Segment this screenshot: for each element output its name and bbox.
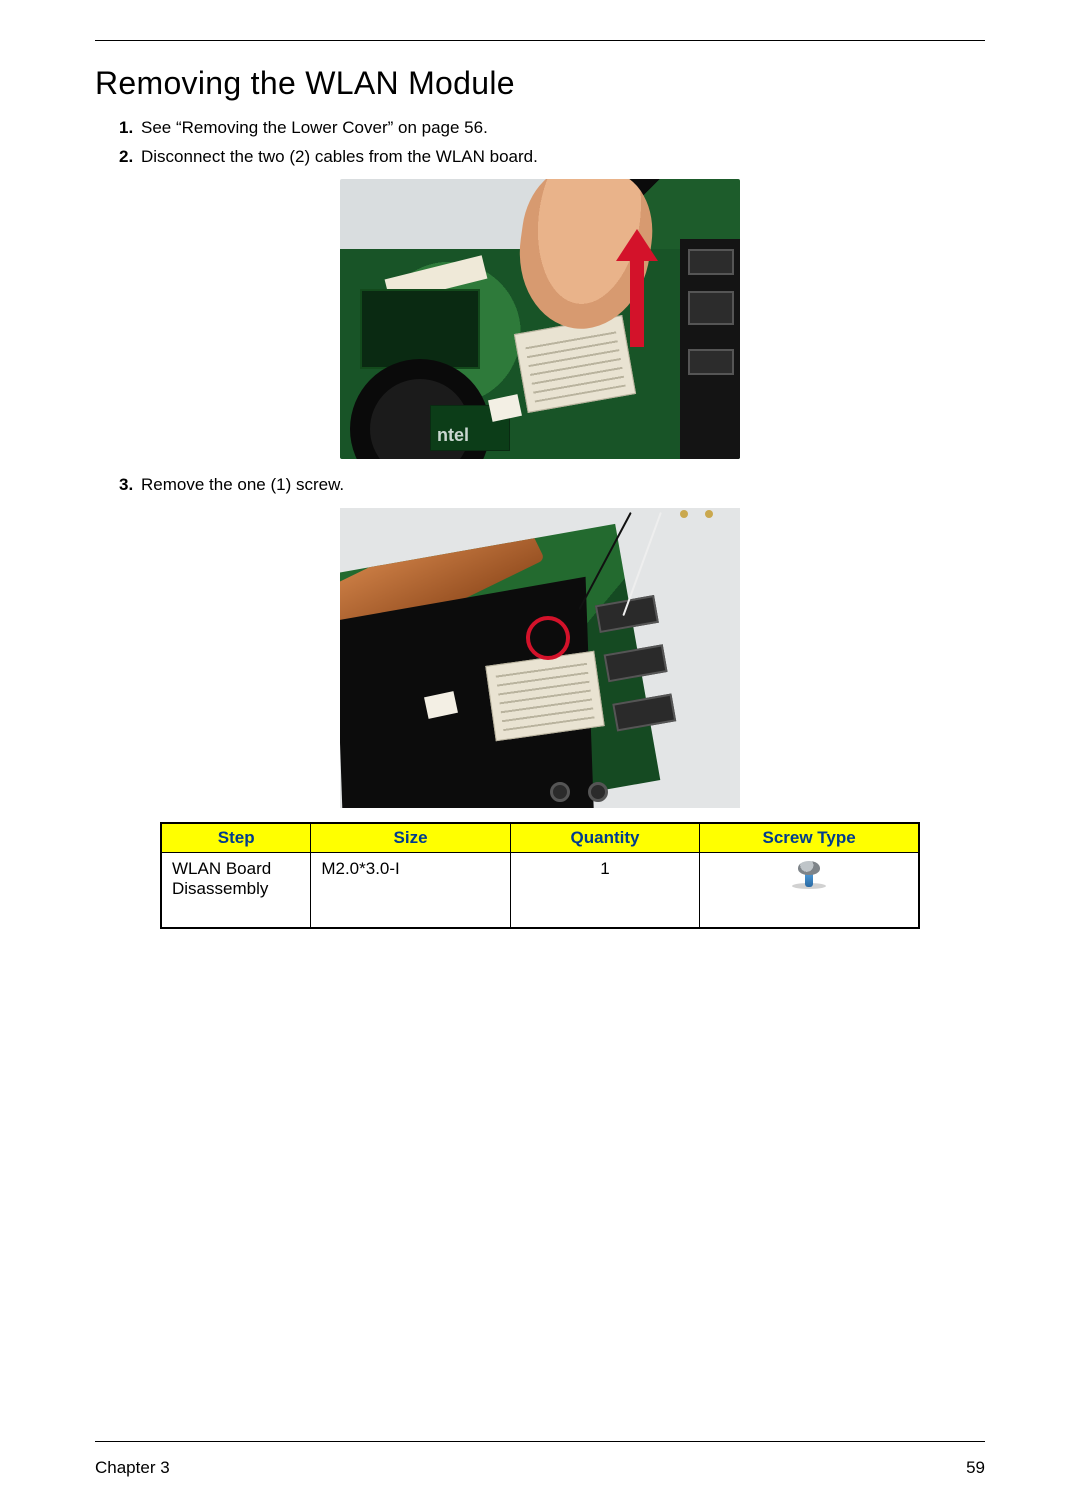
table-header-row: Step Size Quantity Screw Type <box>161 823 919 853</box>
step-text: See “Removing the Lower Cover” on page 5… <box>141 118 488 137</box>
screw-icon <box>792 861 826 889</box>
wire-black <box>578 512 631 610</box>
col-step: Step <box>161 823 311 853</box>
col-quantity: Quantity <box>510 823 699 853</box>
footer: Chapter 3 59 <box>95 1458 985 1478</box>
bottom-rule <box>95 1441 985 1442</box>
figure-1-image <box>340 179 740 459</box>
steps-list: 1.See “Removing the Lower Cover” on page… <box>95 116 985 169</box>
port <box>688 349 734 375</box>
step-number: 2. <box>119 145 141 170</box>
screw-head <box>798 861 820 875</box>
jack <box>550 782 570 802</box>
step-1: 1.See “Removing the Lower Cover” on page… <box>119 116 985 141</box>
wlan-module <box>485 651 605 742</box>
col-size: Size <box>311 823 510 853</box>
figure-1 <box>95 179 985 459</box>
wire-tip <box>705 510 713 518</box>
port <box>688 249 734 275</box>
step-3: 3.Remove the one (1) screw. <box>119 473 985 498</box>
step-number: 1. <box>119 116 141 141</box>
table-row: WLAN Board Disassembly M2.0*3.0-I 1 <box>161 852 919 928</box>
chip-block <box>360 289 480 369</box>
figure-2-image <box>340 508 740 808</box>
cell-size: M2.0*3.0-I <box>311 852 510 928</box>
cell-quantity: 1 <box>510 852 699 928</box>
cell-screw-type <box>700 852 919 928</box>
footer-chapter: Chapter 3 <box>95 1458 170 1478</box>
wire-tip <box>680 510 688 518</box>
wire-white <box>622 512 662 616</box>
jack <box>588 782 608 802</box>
port <box>612 693 676 731</box>
figure-2 <box>95 508 985 808</box>
footer-page: 59 <box>966 1458 985 1478</box>
step-text: Disconnect the two (2) cables from the W… <box>141 147 538 166</box>
section-title: Removing the WLAN Module <box>95 65 985 102</box>
screw-shaft <box>805 873 813 887</box>
cell-step: WLAN Board Disassembly <box>161 852 311 928</box>
step-text: Remove the one (1) screw. <box>141 475 344 494</box>
arrow-shaft <box>630 257 644 347</box>
side-ports <box>680 239 740 459</box>
step-number: 3. <box>119 473 141 498</box>
antenna-wires <box>510 508 710 628</box>
top-rule <box>95 40 985 41</box>
page: Removing the WLAN Module 1.See “Removing… <box>0 0 1080 1512</box>
screw-table: Step Size Quantity Screw Type WLAN Board… <box>160 822 920 929</box>
port <box>604 644 668 682</box>
step-2: 2.Disconnect the two (2) cables from the… <box>119 145 985 170</box>
steps-list-2: 3.Remove the one (1) screw. <box>95 473 985 498</box>
col-screw-type: Screw Type <box>700 823 919 853</box>
red-circle-callout-icon <box>526 616 570 660</box>
port <box>688 291 734 325</box>
audio-jacks <box>550 782 608 802</box>
